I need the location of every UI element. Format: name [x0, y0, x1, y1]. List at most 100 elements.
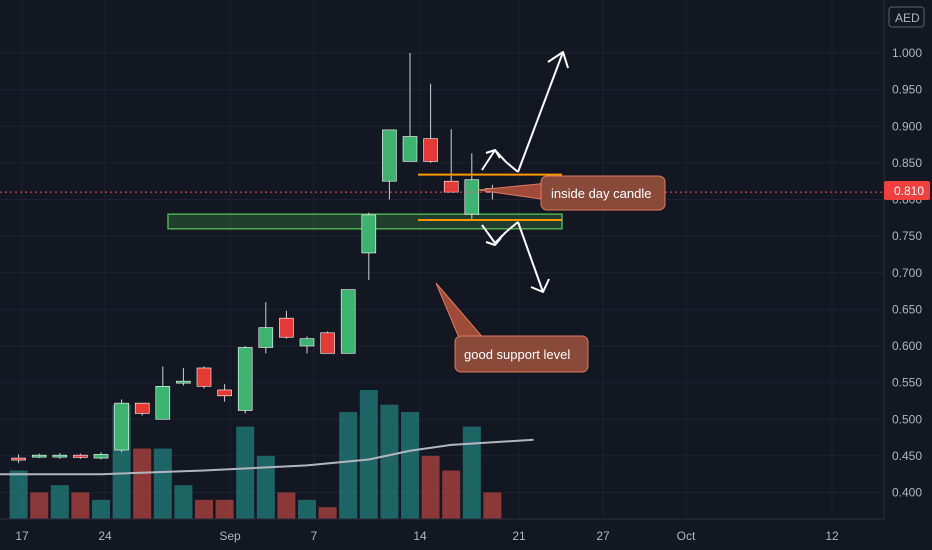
time-tick-label: 12: [825, 529, 839, 543]
price-tick-label: 0.700: [892, 266, 922, 280]
volume-bar: [462, 426, 481, 519]
price-tick-label: 0.450: [892, 449, 922, 463]
candle: [299, 336, 315, 354]
candle: [258, 302, 274, 354]
candle-body: [217, 389, 232, 397]
volume-bar: [298, 499, 316, 519]
candle: [134, 402, 150, 416]
volume-bar: [277, 492, 296, 519]
price-tick-label: 1.000: [892, 46, 922, 60]
arrow-up-small: [481, 149, 519, 173]
volume-bar: [9, 470, 28, 519]
arrow-down-big: [517, 221, 544, 293]
time-axis[interactable]: 17 24 Sep 7 14 21 27 Oct 12: [15, 529, 839, 543]
candle-body: [299, 338, 315, 347]
candle: [31, 453, 47, 459]
volume-bar: [256, 455, 275, 519]
arrow-up-small-head: [485, 149, 501, 159]
candle: [155, 366, 171, 420]
volume-bar: [153, 448, 172, 519]
candles: [11, 53, 500, 464]
volume-bar: [133, 448, 152, 519]
candle: [279, 310, 294, 339]
candle-body: [114, 402, 129, 451]
candle: [423, 83, 438, 163]
candle: [176, 367, 191, 386]
moving-average-line: [0, 438, 534, 476]
candle-body: [320, 332, 335, 354]
annotation-inside-day-text: inside day candle: [551, 186, 651, 201]
volume-bar: [50, 485, 69, 519]
volume-bar: [380, 404, 399, 519]
volume-bar: [92, 499, 110, 519]
candle: [320, 331, 335, 354]
candle: [52, 452, 68, 459]
candle-body: [464, 179, 480, 215]
time-tick-label: 14: [413, 529, 427, 543]
annotation-inside-day: inside day candle: [477, 175, 666, 211]
candle-body: [52, 454, 68, 458]
currency-label: AED: [895, 11, 920, 25]
candle: [340, 289, 356, 354]
price-tick-label: 0.600: [892, 339, 922, 353]
time-tick-label: 24: [98, 529, 112, 543]
candle-body: [31, 454, 47, 458]
price-tick-label: 0.550: [892, 376, 922, 390]
candle: [196, 366, 212, 389]
candle: [11, 454, 26, 464]
arrow-down-small: [481, 221, 519, 244]
candle-body: [93, 454, 109, 459]
current-price-tag: 0.810: [884, 181, 930, 200]
annotation-support-text: good support level: [464, 347, 570, 362]
candle-body: [402, 136, 418, 162]
callout-box: [540, 175, 666, 211]
candle: [382, 129, 397, 200]
price-tick-label: 0.650: [892, 302, 922, 316]
candle-body: [258, 327, 274, 348]
candle: [237, 346, 253, 414]
time-tick-label: 7: [311, 529, 318, 543]
candle-body: [340, 289, 356, 354]
volume-bar: [318, 507, 337, 519]
arrows: [481, 51, 569, 293]
time-tick-label: 21: [512, 529, 526, 543]
candle-body: [279, 317, 294, 338]
volume-bar: [401, 411, 419, 519]
callout-box: [454, 335, 589, 373]
candle-body: [443, 180, 459, 193]
volume-bar: [421, 455, 440, 519]
candle-body: [237, 347, 253, 411]
arrow-up-big-head: [547, 51, 569, 69]
time-tick-label: 17: [15, 529, 29, 543]
candle-body: [196, 367, 212, 387]
candle: [361, 212, 377, 281]
volume-bar: [442, 470, 461, 519]
price-tick-label: 0.500: [892, 412, 922, 426]
time-tick-label: Sep: [219, 529, 241, 543]
candle: [73, 453, 88, 459]
annotation-support: good support level: [435, 282, 589, 373]
arrow-up-big: [517, 51, 564, 173]
current-price-value: 0.810: [894, 184, 924, 198]
arrow-down-big-head: [530, 278, 550, 293]
candle-body: [176, 380, 191, 384]
price-tick-label: 0.850: [892, 156, 922, 170]
price-tick-label: 0.400: [892, 486, 922, 500]
price-tick-label: 0.900: [892, 119, 922, 133]
candle-body: [11, 457, 26, 461]
volume-bar: [195, 499, 213, 519]
candle: [93, 452, 109, 460]
volume-bar: [236, 426, 255, 519]
time-tick-label: 27: [596, 529, 610, 543]
candle-body: [382, 129, 397, 182]
candle-body: [155, 385, 171, 420]
time-tick-label: Oct: [677, 529, 696, 543]
price-tick-label: 0.750: [892, 229, 922, 243]
volume-bar: [71, 492, 90, 519]
volume-bar: [30, 492, 49, 519]
candle: [217, 384, 232, 402]
candle-body: [361, 214, 377, 254]
volume-bars: [9, 389, 502, 519]
currency-badge[interactable]: AED: [888, 6, 925, 28]
